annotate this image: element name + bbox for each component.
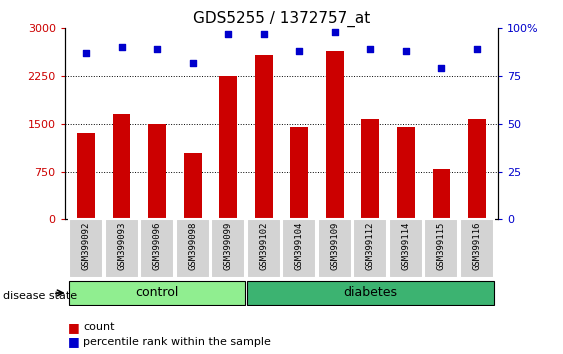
Text: GSM399093: GSM399093 xyxy=(117,221,126,270)
Bar xyxy=(282,219,316,278)
Point xyxy=(437,65,446,71)
Text: ■: ■ xyxy=(68,321,79,334)
Text: GSM399102: GSM399102 xyxy=(259,221,268,270)
Text: GSM399099: GSM399099 xyxy=(224,221,233,270)
Text: GSM399098: GSM399098 xyxy=(188,221,197,270)
Title: GDS5255 / 1372757_at: GDS5255 / 1372757_at xyxy=(193,11,370,27)
Point xyxy=(366,46,375,52)
Bar xyxy=(326,51,343,219)
Bar xyxy=(425,219,458,278)
Bar xyxy=(291,127,308,219)
Bar xyxy=(77,133,95,219)
Bar xyxy=(69,281,245,305)
Bar xyxy=(220,76,237,219)
Text: disease state: disease state xyxy=(3,291,77,301)
Text: GSM399116: GSM399116 xyxy=(472,221,481,270)
Bar xyxy=(113,114,131,219)
Bar xyxy=(176,219,210,278)
Text: control: control xyxy=(136,286,179,299)
Point xyxy=(188,60,197,65)
Bar xyxy=(361,119,379,219)
Point xyxy=(259,31,268,37)
Bar xyxy=(211,219,245,278)
Text: GSM399112: GSM399112 xyxy=(366,221,375,270)
Text: GSM399104: GSM399104 xyxy=(295,221,304,270)
Point xyxy=(117,45,126,50)
Bar xyxy=(247,219,281,278)
Text: GSM399114: GSM399114 xyxy=(401,221,410,270)
Bar xyxy=(105,219,138,278)
Point xyxy=(82,50,91,56)
Text: diabetes: diabetes xyxy=(343,286,397,299)
Bar xyxy=(148,124,166,219)
Text: GSM399096: GSM399096 xyxy=(153,221,162,270)
Bar xyxy=(140,219,174,278)
Text: percentile rank within the sample: percentile rank within the sample xyxy=(83,337,271,347)
Text: GSM399115: GSM399115 xyxy=(437,221,446,270)
Point xyxy=(401,48,410,54)
Text: GSM399092: GSM399092 xyxy=(82,221,91,270)
Bar xyxy=(184,153,202,219)
Bar xyxy=(318,219,352,278)
Text: count: count xyxy=(83,322,115,332)
Point xyxy=(330,29,339,35)
Text: GSM399109: GSM399109 xyxy=(330,221,339,270)
Point xyxy=(295,48,304,54)
Bar xyxy=(432,169,450,219)
Bar xyxy=(255,55,272,219)
Point xyxy=(224,31,233,37)
Bar xyxy=(389,219,423,278)
Bar xyxy=(69,219,103,278)
Text: ■: ■ xyxy=(68,335,79,348)
Bar xyxy=(397,127,415,219)
Bar xyxy=(468,119,486,219)
Bar xyxy=(353,219,387,278)
Point xyxy=(472,46,481,52)
Bar xyxy=(460,219,494,278)
Bar xyxy=(247,281,494,305)
Point xyxy=(153,46,162,52)
